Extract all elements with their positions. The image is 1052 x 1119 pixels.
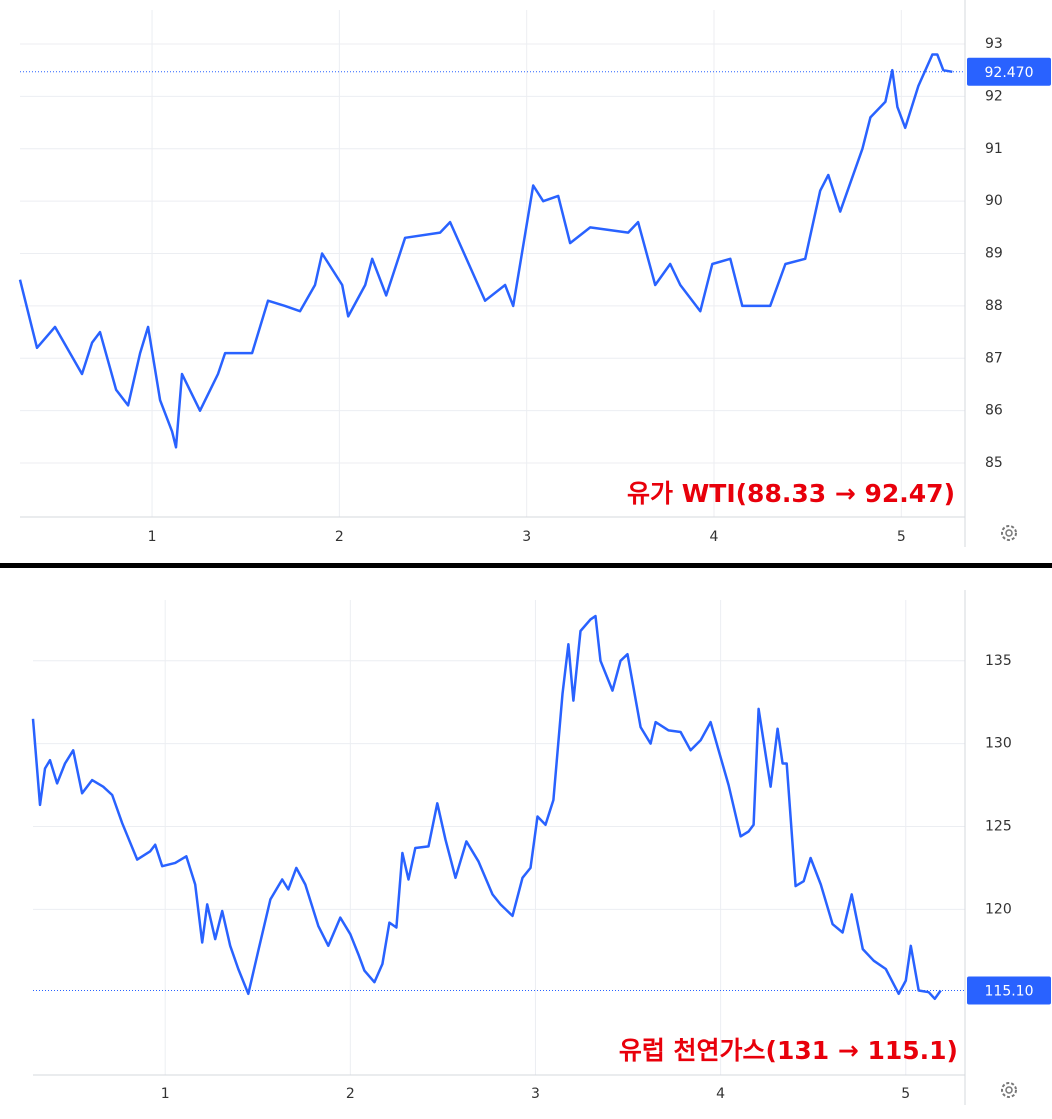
x-tick-label: 1 [161,1086,170,1102]
y-tick-label: 88 [985,298,1003,314]
x-tick-label: 2 [346,1086,355,1102]
y-tick-label: 135 [985,653,1012,669]
annotation: 유럽 천연가스(131 → 115.1) [619,1036,958,1065]
y-tick-label: 91 [985,141,1003,157]
settings-icon[interactable] [1001,525,1017,541]
separator [0,563,1052,568]
settings-icon[interactable] [1001,1082,1017,1098]
x-tick-label: 5 [897,529,906,545]
y-tick-label: 87 [985,350,1003,366]
x-tick-label: 2 [335,529,344,545]
y-tick-label: 125 [985,818,1012,834]
annotation: 유가 WTI(88.33 → 92.47) [627,479,955,508]
x-tick-label: 1 [148,529,157,545]
price-line [18,53,953,449]
y-tick-label: 89 [985,246,1003,262]
y-tick-label: 130 [985,736,1012,752]
price-label-box [967,976,1051,1005]
x-tick-label: 4 [716,1086,725,1102]
y-tick-label: 86 [985,403,1003,419]
price-label-box [967,57,1051,86]
y-tick-label: 90 [985,193,1003,209]
y-tick-label: 120 [985,901,1012,917]
x-tick-label: 3 [531,1086,540,1102]
price-label: 115.10 [985,984,1034,1000]
price-label: 92.470 [985,65,1034,81]
x-tick-label: 4 [710,529,719,545]
x-tick-label: 5 [901,1086,910,1102]
price-line [31,614,942,1001]
x-tick-label: 3 [522,529,531,545]
y-tick-label: 85 [985,455,1003,471]
y-tick-label: 92 [985,88,1003,104]
y-tick-label: 93 [985,36,1003,52]
